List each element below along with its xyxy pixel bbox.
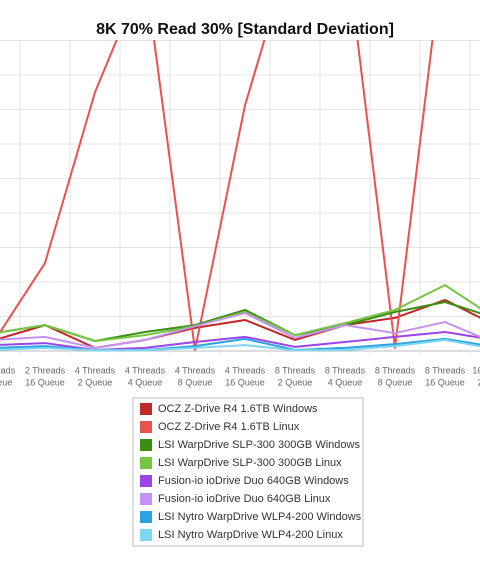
series-line [0, 284, 480, 342]
x-tick-label: 4 Threads [125, 365, 166, 375]
x-tick-label: 4 Threads [75, 365, 116, 375]
legend-label: LSI WarpDrive SLP-300 300GB Windows [158, 439, 360, 451]
x-tick-label: 8 Queue [378, 377, 413, 387]
legend-swatch [140, 475, 152, 487]
x-tick-label: 8 Threads [275, 365, 316, 375]
series-line [0, 338, 480, 352]
legend-swatch [140, 493, 152, 505]
x-tick-label: 2 Queue [478, 377, 480, 387]
x-tick-label: 4 Queue [128, 377, 163, 387]
x-tick-label: 16 Queue [25, 377, 65, 387]
x-tick-label: 16 Threads [472, 365, 480, 375]
legend-box [132, 397, 364, 547]
series-line [0, 331, 480, 351]
chart-title: 8K 70% Read 30% [Standard Deviation] [96, 21, 394, 38]
grid [0, 40, 480, 355]
x-tick-label: 2 Threads [0, 365, 16, 375]
plot-lines [0, 40, 480, 352]
legend: OCZ Z-Drive R4 1.6TB Windows OCZ Z-Drive … [140, 403, 362, 541]
x-tick-label: 4 Threads [175, 365, 216, 375]
legend-swatch [140, 511, 152, 523]
x-tick-label: 16 Queue [225, 377, 265, 387]
x-tick-label: 8 Queue [178, 377, 213, 387]
legend-label: LSI WarpDrive SLP-300 300GB Linux [158, 457, 342, 469]
legend-label: OCZ Z-Drive R4 1.6TB Windows [158, 403, 318, 415]
legend-label: LSI Nytro WarpDrive WLP4-200 Windows [158, 511, 362, 523]
series-line [0, 298, 480, 349]
x-labels: 2 Threads 8 Queue 2 Threads 16 Queue 4 Threa… [0, 365, 480, 387]
legend-label: OCZ Z-Drive R4 1.6TB Linux [158, 421, 300, 433]
legend-swatch [140, 529, 152, 541]
legend-label: Fusion-io ioDrive Duo 640GB Linux [158, 493, 331, 505]
x-tick-label: 8 Queue [0, 377, 12, 387]
series-line [0, 40, 434, 351]
legend-swatch [140, 421, 152, 433]
x-tick-label: 8 Threads [375, 365, 416, 375]
x-tick-label: 2 Queue [278, 377, 313, 387]
x-tick-label: 4 Threads [225, 365, 266, 375]
legend-swatch [140, 439, 152, 451]
x-tick-label: 2 Threads [25, 365, 66, 375]
legend-label: LSI Nytro WarpDrive WLP4-200 Linux [158, 529, 343, 541]
x-tick-label: 4 Queue [328, 377, 363, 387]
legend-swatch [140, 457, 152, 469]
legend-swatch [140, 403, 152, 415]
x-tick-label: 8 Threads [325, 365, 366, 375]
x-tick-label: 8 Threads [425, 365, 466, 375]
legend-label: Fusion-io ioDrive Duo 640GB Windows [158, 475, 349, 487]
x-tick-label: 2 Queue [78, 377, 113, 387]
series-line [0, 312, 480, 349]
x-tick-label: 16 Queue [425, 377, 465, 387]
